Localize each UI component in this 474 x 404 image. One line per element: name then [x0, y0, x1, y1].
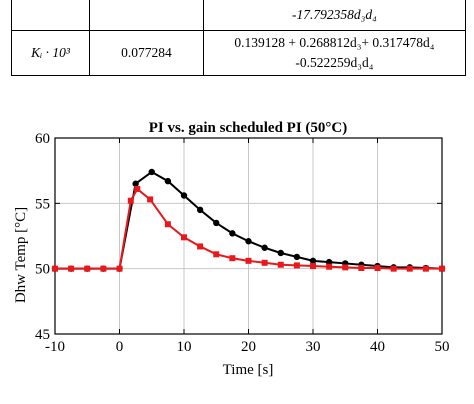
data-point	[148, 168, 155, 176]
expression-line-1: 0.139128 + 0.268812d₃+ 0.317478d₄	[234, 35, 435, 50]
table-cell-param	[11, 0, 90, 31]
data-point	[213, 219, 220, 227]
data-point	[196, 206, 204, 214]
data-point	[132, 180, 139, 187]
parameter-table-fragment: -17.792358d₃d₄ Kᵢ · 10³ 0.077284 0.13912…	[11, 0, 467, 76]
x-tick-label: 30	[306, 339, 321, 355]
data-point	[229, 230, 236, 237]
table-cell-ki-value: 0.077284	[88, 30, 204, 76]
data-point	[68, 265, 75, 272]
data-point	[197, 243, 204, 250]
data-point	[127, 197, 134, 204]
y-axis-label: Dhw Temp [°C]	[13, 207, 29, 303]
x-axis-label: Time [s]	[223, 362, 274, 378]
parameter-table: -17.792358d₃d₄ Kᵢ · 10³ 0.077284 0.13912…	[11, 0, 467, 76]
table-cell-expression: -17.792358d₃d₄	[202, 0, 467, 31]
grid	[54, 137, 443, 335]
data-point	[439, 265, 445, 272]
data-point	[164, 177, 172, 185]
expression-line: -17.792358d₃d₄	[292, 7, 377, 22]
data-point	[326, 263, 333, 270]
data-point	[164, 221, 171, 228]
table-row: -17.792358d₃d₄	[11, 0, 467, 31]
data-point	[245, 257, 252, 264]
y-tick-label: 60	[35, 131, 50, 147]
x-tick-label: 20	[241, 339, 256, 355]
x-tick-label: 10	[177, 339, 192, 355]
table-row-ki: Kᵢ · 10³ 0.077284 0.139128 + 0.268812d₃+…	[11, 30, 467, 76]
data-point	[84, 265, 91, 272]
data-point	[374, 265, 381, 272]
x-tick-label: 40	[370, 339, 385, 355]
data-point	[100, 265, 107, 272]
data-point	[147, 196, 154, 203]
data-point	[358, 265, 365, 272]
series-1	[52, 185, 445, 272]
data-point	[52, 265, 58, 272]
y-tick-label: 45	[35, 327, 50, 343]
data-point	[261, 244, 268, 251]
data-point	[116, 265, 123, 272]
data-point	[422, 265, 429, 272]
x-tick-label: 0	[116, 339, 124, 355]
data-point	[134, 185, 141, 192]
series-layer	[51, 168, 446, 272]
data-point	[390, 265, 397, 272]
x-tick-label: -10	[45, 339, 65, 355]
data-point	[310, 263, 316, 270]
table-cell-ki-label: Kᵢ · 10³	[11, 30, 90, 76]
y-tick-label: 50	[35, 262, 50, 278]
data-point	[293, 262, 300, 269]
data-point	[277, 261, 284, 268]
data-point	[180, 192, 188, 199]
data-point	[213, 251, 220, 258]
expression-line-2: -0.522259d₃d₄	[295, 55, 374, 70]
data-point	[293, 253, 301, 261]
line-chart: PI vs. gain scheduled PI (50°C) -10 0 10 20…	[13, 120, 450, 378]
data-point	[181, 234, 187, 241]
x-tick-label: 50	[435, 339, 450, 355]
chart-title: PI vs. gain scheduled PI (50°C)	[149, 120, 348, 136]
ticks: -10 0 10 20 30 40 50 45 50 55 60	[35, 131, 450, 355]
data-point	[342, 264, 349, 271]
data-point	[309, 257, 317, 265]
table-cell-value	[88, 0, 204, 31]
data-point	[229, 255, 236, 262]
y-tick-label: 55	[35, 196, 50, 212]
data-point	[245, 238, 252, 245]
table-cell-ki-expression: 0.139128 + 0.268812d₃+ 0.317478d₄ -0.522…	[202, 30, 467, 76]
data-point	[277, 249, 284, 257]
data-point	[406, 265, 413, 272]
data-point	[261, 259, 268, 266]
